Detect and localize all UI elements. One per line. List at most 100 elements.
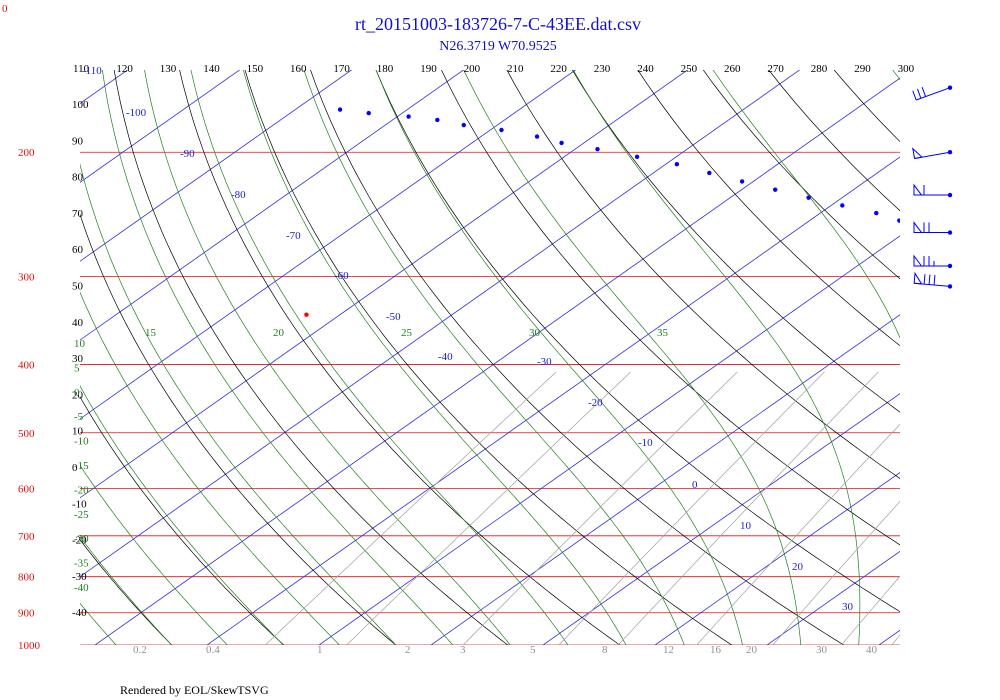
dewpoint-point <box>595 146 600 152</box>
mixing-ratio-line <box>696 423 900 645</box>
dry-adiabat-line <box>179 70 621 645</box>
dry-adiabat-line <box>823 0 1000 660</box>
dry-adiabat-left-label: 90 <box>72 135 84 147</box>
wind-barb-feather <box>923 274 926 285</box>
wind-barb <box>912 147 953 160</box>
moist-adiabat-line <box>80 163 397 645</box>
isotherm-line <box>80 70 801 578</box>
dry-adiabat-line <box>310 70 845 645</box>
dry-adiabat-left-label: -30 <box>72 571 87 583</box>
dry-adiabat-top-label: 250 <box>681 63 698 75</box>
mixing-ratio-line <box>558 371 825 645</box>
dry-adiabat-line <box>899 70 900 71</box>
dry-adiabat-line <box>375 70 900 613</box>
mixing-ratio-line <box>995 372 1000 660</box>
mixing-ratio-line <box>772 500 900 645</box>
moist-adiabat-label: 30 <box>529 327 541 339</box>
moist-adiabat-line <box>80 291 340 645</box>
dry-adiabat-line <box>244 70 733 645</box>
dry-adiabat-top-label: 200 <box>464 63 481 75</box>
mixing-ratio-line <box>891 634 900 645</box>
dry-adiabat-top-label: 190 <box>420 63 437 75</box>
moist-adiabat-line <box>243 70 627 645</box>
dry-adiabat-top-label: 130 <box>160 63 177 75</box>
isotherm-line <box>542 393 900 645</box>
corner-label: 0 <box>2 3 8 15</box>
dry-adiabat-left-label: -10 <box>72 498 87 510</box>
dry-adiabat-left-label: -40 <box>72 607 87 619</box>
moist-adiabat-line <box>190 70 569 645</box>
dry-adiabat-left-label: 100 <box>72 99 89 111</box>
dry-adiabat-top-label: 120 <box>116 63 133 75</box>
chart-subtitle: N26.3719 W70.9525 <box>439 39 557 54</box>
dry-adiabat-top-label: 210 <box>507 63 524 75</box>
isobar-label: 800 <box>18 572 35 584</box>
isotherm-label: -100 <box>126 107 147 119</box>
isobar-label: 500 <box>18 428 35 440</box>
isotherm-line <box>0 0 422 660</box>
moist-adiabat-line <box>80 464 228 645</box>
isobar-label: 400 <box>18 359 35 371</box>
dewpoint-point <box>840 203 845 208</box>
dry-adiabat-top-label: 270 <box>767 63 784 75</box>
moist-adiabat-label: 35 <box>657 327 669 339</box>
wind-barb-feather <box>912 90 917 101</box>
stray-temperature-point <box>304 312 309 317</box>
isobar-label: 300 <box>18 271 35 283</box>
dewpoint-point <box>634 154 640 159</box>
isotherm-label: -110 <box>82 65 102 77</box>
dewpoint-point <box>984 240 988 244</box>
dewpoint-point <box>897 218 900 223</box>
dry-adiabat-top-label: 300 <box>898 63 915 75</box>
isotherm-label: -20 <box>588 397 603 409</box>
moist-adiabat-line <box>80 602 117 645</box>
moist-adiabat-left-label: -30 <box>74 533 89 545</box>
moist-adiabat-line <box>80 536 173 645</box>
isotherm-label: -50 <box>386 311 401 323</box>
wind-barbs <box>912 85 953 289</box>
mixing-ratio-label: 0.4 <box>206 644 220 656</box>
mixing-ratio-line <box>264 371 557 645</box>
isotherm-label: 10 <box>740 520 752 532</box>
chart-title: rt_20151003-183726-7-C-43EE.dat.csv <box>355 14 641 34</box>
dewpoint-point <box>874 210 879 216</box>
dry-adiabat-left-label: 10 <box>72 426 84 438</box>
dry-adiabat-left-label: 70 <box>72 208 84 220</box>
isotherm-label: -80 <box>231 189 246 201</box>
dewpoint-point <box>674 162 680 167</box>
wind-barb-staff <box>916 87 951 101</box>
dry-adiabat-top-label: 110 <box>73 63 90 75</box>
mixing-ratio-line <box>617 371 879 645</box>
dry-adiabat-left-label: 80 <box>72 172 84 184</box>
mixing-ratio-line <box>920 372 1000 660</box>
mixing-ratio-line <box>840 575 900 645</box>
moist-adiabat-line <box>463 70 802 645</box>
moist-adiabat-line <box>303 70 685 645</box>
dewpoint-point <box>499 127 504 133</box>
dewpoint-point <box>739 179 745 184</box>
moist-adiabat-label: 15 <box>145 327 157 339</box>
wind-barb-flag <box>913 183 923 196</box>
dry-adiabat-line <box>506 70 900 479</box>
moist-adiabat-left-label: -15 <box>74 460 89 472</box>
wind-barb <box>913 183 953 198</box>
dry-adiabat-line <box>637 70 900 347</box>
dry-adiabat-top-label: 260 <box>724 63 741 75</box>
isotherm-line <box>80 70 353 262</box>
wind-barb <box>912 85 953 101</box>
dry-adiabat-top-label: 180 <box>377 63 394 75</box>
moist-adiabat-label: 25 <box>401 327 413 339</box>
dry-adiabat-top-label: 290 <box>854 63 871 75</box>
isotherm-label: -70 <box>286 230 301 242</box>
dry-adiabat-line <box>441 70 900 546</box>
moist-adiabat-line <box>572 70 861 645</box>
isotherm-label: -40 <box>438 351 453 363</box>
isotherm-line <box>766 550 900 645</box>
dewpoint-point <box>406 114 411 119</box>
moist-adiabat-left-label: -10 <box>74 436 89 448</box>
dry-adiabat-line <box>768 70 900 212</box>
wind-barb-feather <box>921 87 927 97</box>
isotherm-line <box>654 471 900 645</box>
isotherm-line <box>0 0 198 660</box>
dry-adiabat-left-label: -20 <box>72 535 87 547</box>
